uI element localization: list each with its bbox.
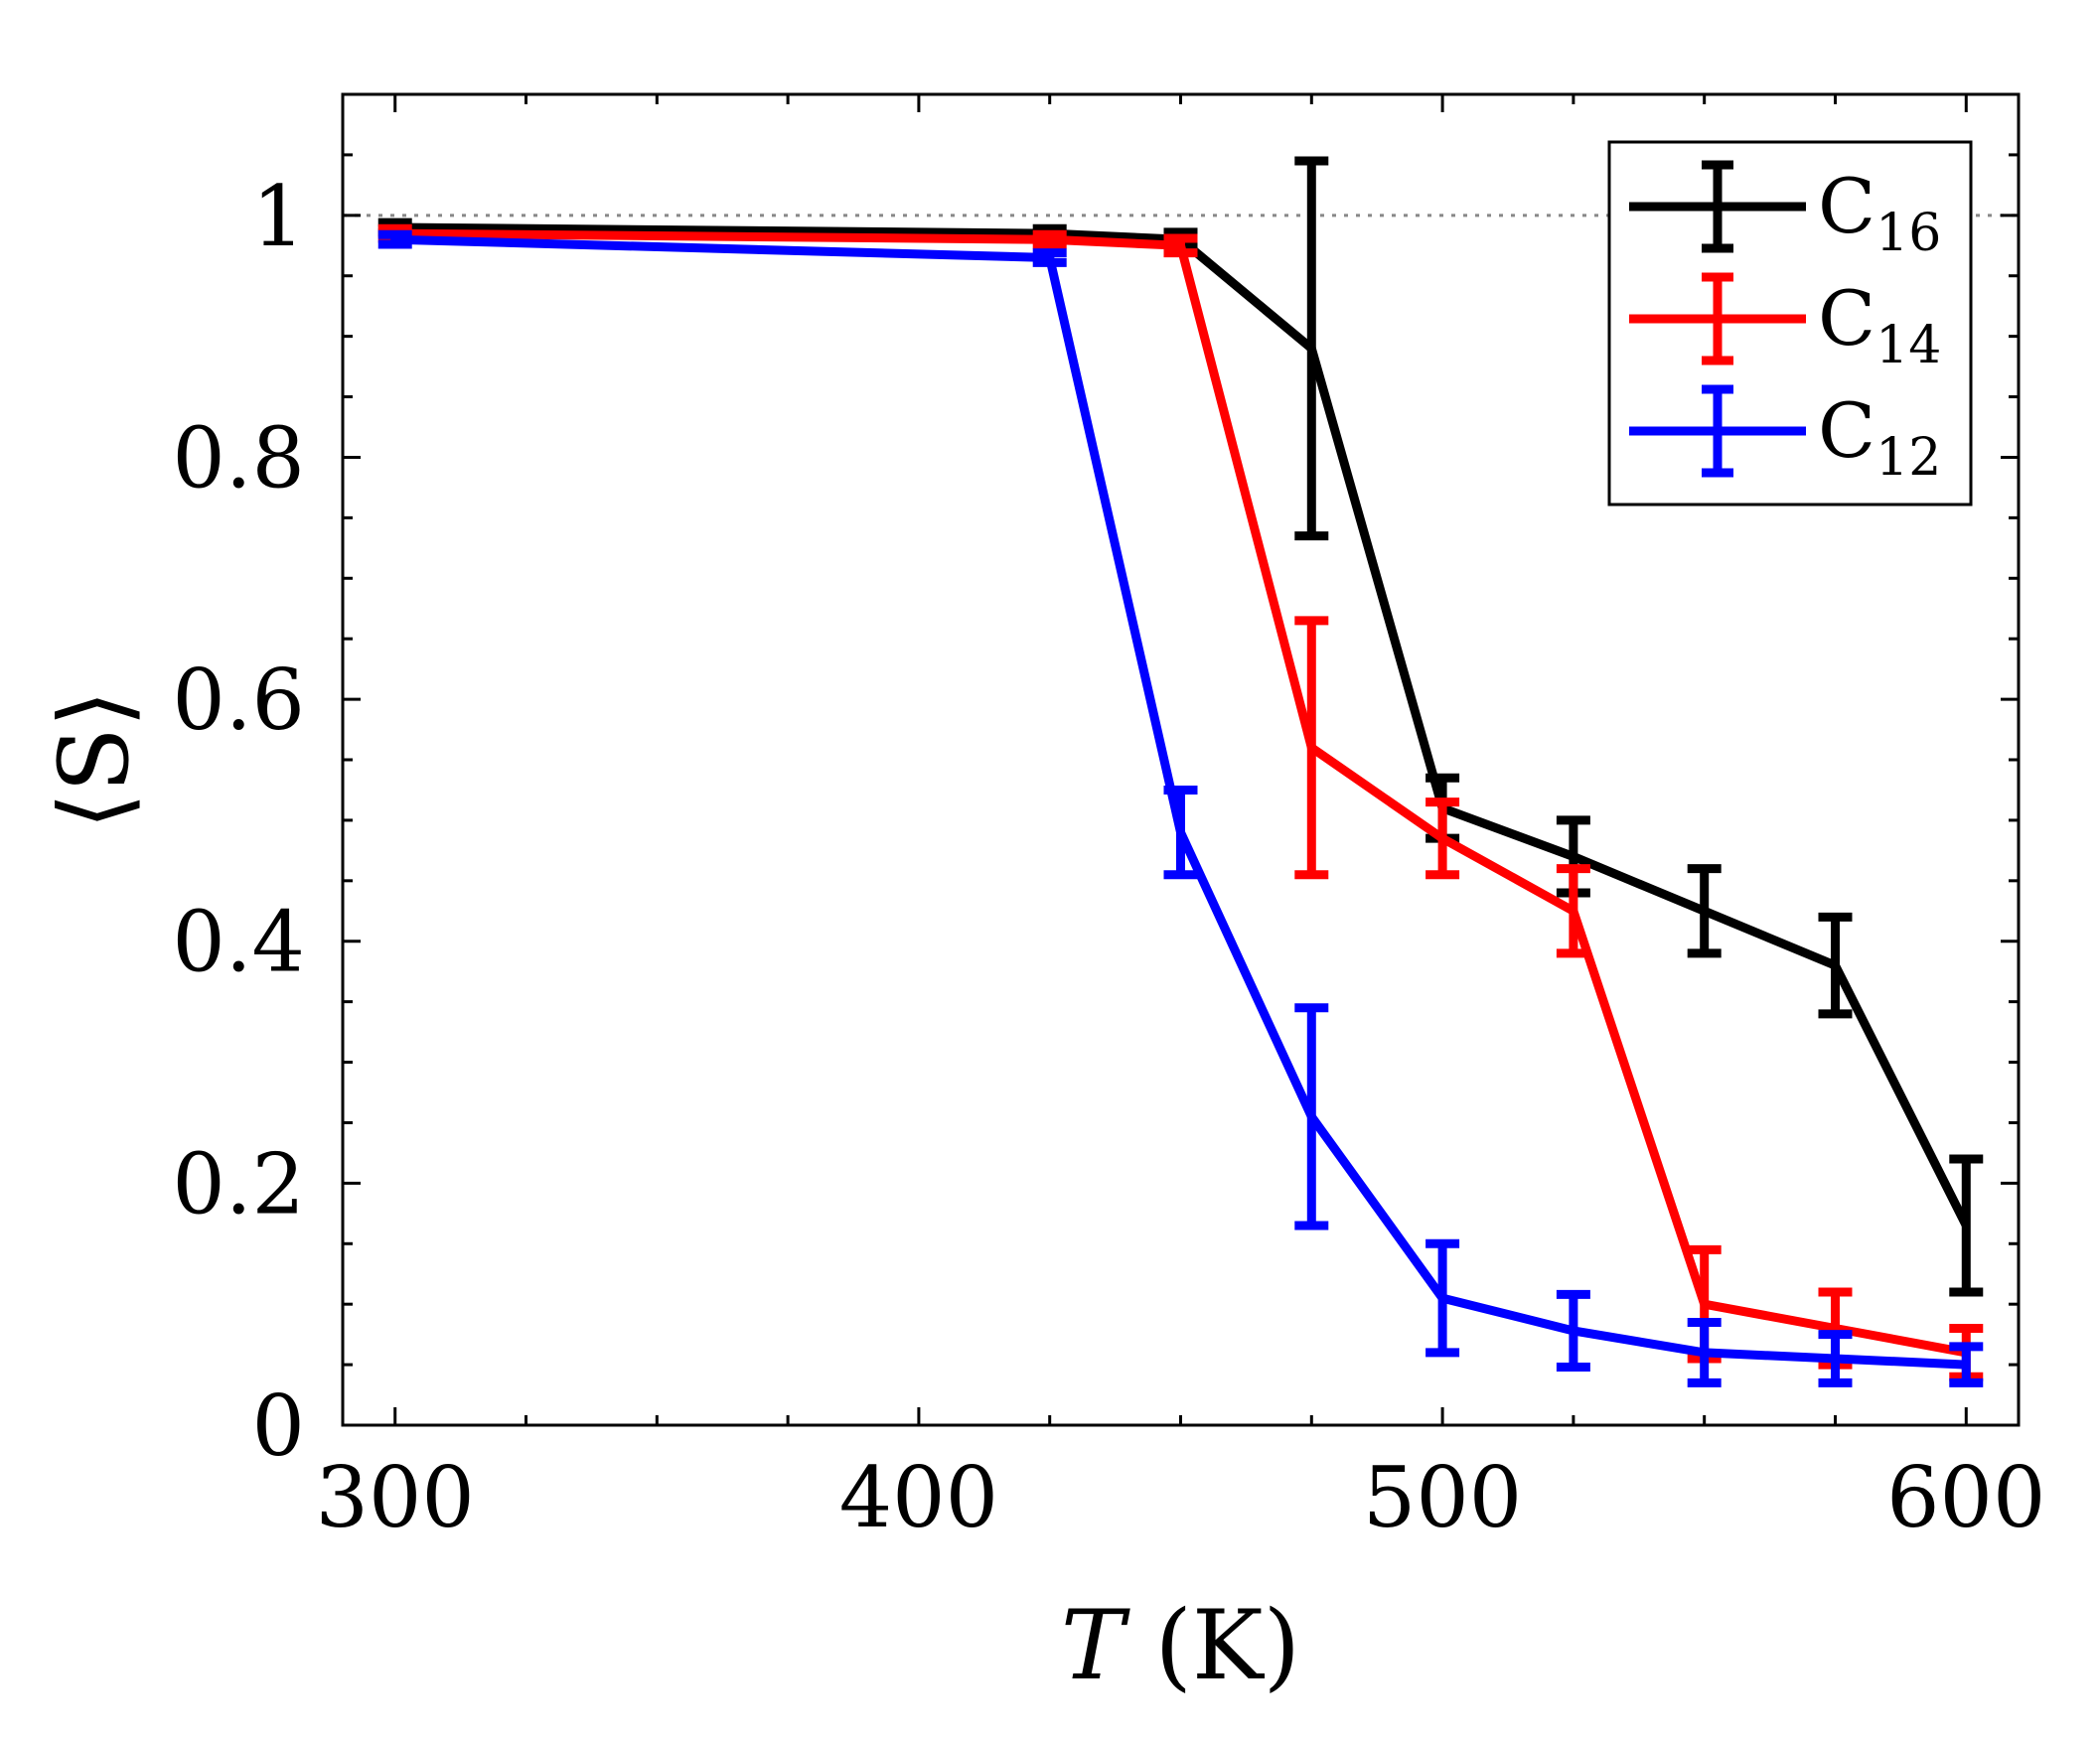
legend-label-base: C [1818,274,1875,362]
legend-label-base: C [1818,162,1875,250]
y-tick-label: 0.4 [172,894,305,991]
y-tick-label: 0.2 [172,1135,305,1232]
legend-label: C12 [1818,386,1941,488]
error-bar-C16-575 [1818,912,1853,1019]
error-bar-C12-475 [1294,1003,1329,1231]
y-tick-label: 1 [252,168,305,265]
error-bar-C12-525 [1556,1289,1590,1373]
error-bar-C16-600 [1949,1154,1984,1297]
legend-label-subscript: 12 [1875,428,1941,488]
error-bar-C16-475 [1294,156,1329,541]
error-bar-C12-425 [1032,248,1067,267]
error-bar-C14-450 [1163,233,1198,258]
y-tick-label: 0 [252,1377,305,1475]
x-axis-symbol: T [1061,1590,1130,1701]
x-axis-title: T (K) [1061,1590,1300,1701]
legend-item-C12: C12 [1629,384,1941,488]
legend-label: C14 [1818,274,1941,375]
legend-label: C16 [1818,162,1941,263]
x-tick-label: 300 [316,1449,475,1546]
error-bar-C14-425 [1032,229,1067,249]
error-bar-C16-550 [1687,864,1722,958]
legend-item-C16: C16 [1629,160,1941,263]
series-C14 [377,223,1984,1381]
series-C12 [377,229,1984,1387]
x-tick-label: 500 [1363,1449,1522,1546]
legend-label-subscript: 16 [1875,204,1941,263]
error-bar-C14-500 [1425,797,1460,880]
error-bar-C12-575 [1818,1330,1853,1387]
legend-item-C14: C14 [1629,272,1941,375]
error-bar-C14-475 [1294,616,1329,880]
x-tick-label: 400 [839,1449,998,1546]
y-axis-title: ⟨S⟩ [39,690,150,830]
legend-label-subscript: 14 [1875,316,1941,375]
y-tick-label: 0.8 [172,409,305,507]
error-bar-C14-525 [1556,864,1590,958]
x-tick-label: 600 [1886,1449,2045,1546]
error-bar-C12-550 [1687,1317,1722,1387]
error-bar-C12-300 [377,229,412,249]
x-axis-unit: (K) [1125,1590,1300,1701]
error-bar-C12-500 [1425,1238,1460,1358]
error-bar-C12-600 [1949,1342,1984,1387]
y-tick-label: 0.6 [172,652,305,749]
legend-label-base: C [1818,386,1875,475]
error-bar-C12-450 [1163,785,1198,880]
